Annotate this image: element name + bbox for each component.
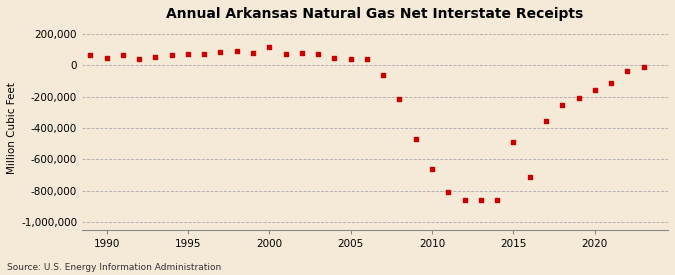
Point [378,73,389,77]
Point [313,52,323,57]
Point [410,137,421,141]
Point [427,167,437,171]
Point [394,97,405,101]
Point [198,51,209,56]
Point [443,190,454,194]
Point [101,56,112,60]
Point [182,52,193,57]
Point [622,69,632,73]
Point [362,57,373,61]
Point [248,51,259,55]
Point [280,52,291,57]
Point [345,57,356,61]
Point [524,174,535,179]
Point [215,50,226,54]
Point [150,55,161,59]
Point [589,87,600,92]
Point [475,198,486,202]
Point [605,81,616,86]
Title: Annual Arkansas Natural Gas Net Interstate Receipts: Annual Arkansas Natural Gas Net Intersta… [167,7,584,21]
Point [232,49,242,54]
Point [492,198,503,202]
Point [329,55,340,60]
Point [296,51,307,55]
Point [541,119,551,123]
Point [85,53,96,57]
Point [264,45,275,50]
Point [508,140,519,144]
Y-axis label: Million Cubic Feet: Million Cubic Feet [7,82,17,174]
Point [117,53,128,57]
Point [573,96,584,100]
Text: Source: U.S. Energy Information Administration: Source: U.S. Energy Information Administ… [7,263,221,272]
Point [639,65,649,69]
Point [459,198,470,202]
Point [134,57,144,61]
Point [166,53,177,57]
Point [557,102,568,107]
